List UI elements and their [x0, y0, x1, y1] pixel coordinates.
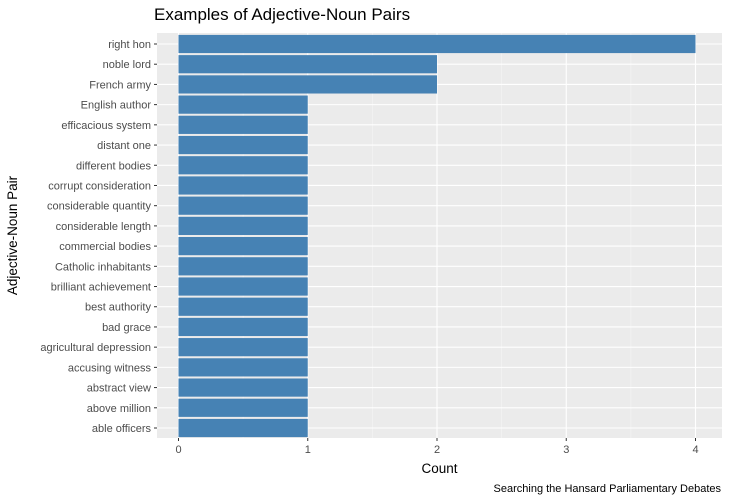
y-tick-label: bad grace — [102, 322, 151, 334]
bar — [178, 257, 308, 276]
x-tick-label: 0 — [175, 444, 181, 456]
bar — [178, 75, 437, 94]
y-tick-label: different bodies — [76, 160, 152, 172]
bar — [178, 418, 308, 438]
bar — [178, 95, 308, 114]
bar — [178, 317, 308, 337]
y-tick-label: right hon — [108, 39, 151, 51]
x-axis: 0 1 2 3 4 — [175, 438, 699, 456]
y-tick-label: considerable length — [56, 221, 151, 233]
y-tick-label: Catholic inhabitants — [55, 261, 152, 273]
x-tick-label: 1 — [305, 444, 311, 456]
x-tick-label: 4 — [692, 444, 698, 456]
y-tick-label: abstract view — [87, 383, 151, 395]
bar — [178, 398, 308, 417]
bar — [178, 156, 308, 175]
y-tick-label: above million — [87, 403, 151, 415]
y-tick-label: efficacious system — [61, 120, 151, 132]
x-tick-label: 3 — [563, 444, 569, 456]
chart-caption: Searching the Hansard Parliamentary Deba… — [494, 483, 722, 495]
y-tick-label: able officers — [92, 423, 152, 435]
bar — [178, 297, 308, 316]
y-tick-label: brilliant achievement — [51, 282, 151, 294]
bar — [178, 277, 308, 296]
x-axis-title: Count — [421, 461, 457, 476]
y-tick-label: commercial bodies — [59, 241, 151, 253]
bars — [178, 34, 696, 438]
y-tick-label: best authority — [85, 302, 152, 314]
bar — [178, 55, 437, 74]
chart-title: Examples of Adjective-Noun Pairs — [154, 5, 410, 24]
y-tick-label: corrupt consideration — [48, 180, 151, 192]
bar — [178, 115, 308, 134]
bar — [178, 216, 308, 235]
bar — [178, 237, 308, 256]
y-axis: right hon noble lord French army English au… — [40, 39, 157, 435]
y-axis-title: Adjective-Noun Pair — [5, 175, 20, 295]
x-tick-label: 2 — [434, 444, 440, 456]
bar — [178, 196, 308, 215]
bar — [178, 378, 308, 397]
bar — [178, 34, 696, 54]
y-tick-label: noble lord — [103, 59, 151, 71]
y-tick-label: agricultural depression — [40, 342, 151, 354]
bar — [178, 135, 308, 155]
y-tick-label: distant one — [97, 140, 151, 152]
y-tick-label: accusing witness — [68, 362, 152, 374]
y-tick-label: French army — [89, 79, 151, 91]
plot-panel — [157, 33, 722, 438]
y-tick-label: considerable quantity — [47, 201, 151, 213]
bar — [178, 176, 308, 195]
bar — [178, 358, 308, 377]
y-tick-label: English author — [81, 100, 152, 112]
bar — [178, 338, 308, 357]
